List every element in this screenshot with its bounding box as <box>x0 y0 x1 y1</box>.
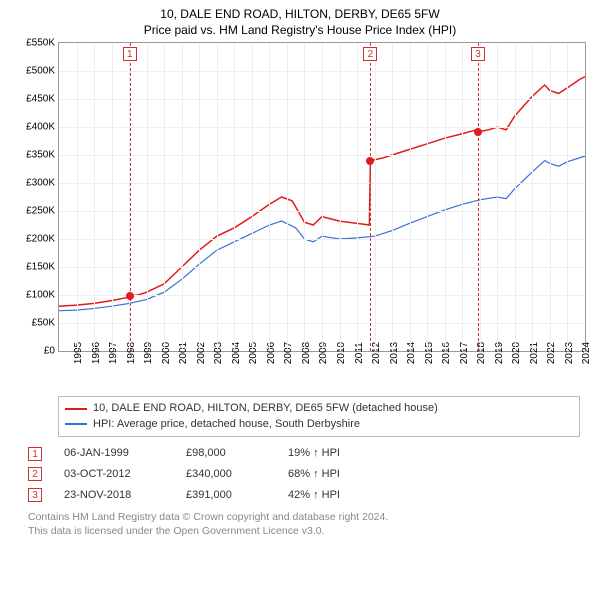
y-axis-label: £0 <box>44 346 55 357</box>
y-axis-label: £450K <box>26 94 55 105</box>
event-marker-box: 1 <box>123 47 137 61</box>
legend-label: HPI: Average price, detached house, Sout… <box>93 417 360 432</box>
event-number-box: 1 <box>28 447 42 461</box>
footer-line-1: Contains HM Land Registry data © Crown c… <box>28 510 580 524</box>
x-axis-label: 2025 <box>585 342 600 364</box>
event-vline <box>370 43 371 351</box>
legend-row: HPI: Average price, detached house, Sout… <box>65 417 573 432</box>
event-number-box: 3 <box>28 488 42 502</box>
y-axis-label: £400K <box>26 122 55 133</box>
events-table: 1 06-JAN-1999 £98,000 19% ↑ HPI 2 03-OCT… <box>28 443 580 506</box>
event-date: 23-NOV-2018 <box>64 485 164 506</box>
event-row: 2 03-OCT-2012 £340,000 68% ↑ HPI <box>28 464 580 485</box>
plot-region: £0£50K£100K£150K£200K£250K£300K£350K£400… <box>58 42 586 352</box>
event-marker-dot <box>126 292 134 300</box>
y-axis-label: £250K <box>26 206 55 217</box>
event-vline <box>130 43 131 351</box>
event-date: 03-OCT-2012 <box>64 464 164 485</box>
legend-row: 10, DALE END ROAD, HILTON, DERBY, DE65 5… <box>65 401 573 416</box>
event-price: £391,000 <box>186 485 266 506</box>
event-marker-dot <box>474 128 482 136</box>
legend-swatch <box>65 423 87 425</box>
footer-line-2: This data is licensed under the Open Gov… <box>28 524 580 538</box>
chart-title-block: 10, DALE END ROAD, HILTON, DERBY, DE65 5… <box>0 0 600 40</box>
event-price: £340,000 <box>186 464 266 485</box>
y-axis-label: £100K <box>26 290 55 301</box>
event-marker-box: 3 <box>471 47 485 61</box>
footer-attribution: Contains HM Land Registry data © Crown c… <box>28 510 580 538</box>
chart-area: £0 £50K £100K £150K £200K £250K £300K £350K £400… <box>10 42 590 392</box>
event-vline <box>478 43 479 351</box>
legend-box: 10, DALE END ROAD, HILTON, DERBY, DE65 5… <box>58 396 580 437</box>
y-axis-label: £300K <box>26 178 55 189</box>
event-marker-box: 2 <box>363 47 377 61</box>
event-number-box: 2 <box>28 467 42 481</box>
legend-label: 10, DALE END ROAD, HILTON, DERBY, DE65 5… <box>93 401 438 416</box>
event-delta: 19% ↑ HPI <box>288 443 340 464</box>
y-axis-label: £350K <box>26 150 55 161</box>
event-marker-dot <box>366 157 374 165</box>
event-row: 3 23-NOV-2018 £391,000 42% ↑ HPI <box>28 485 580 506</box>
y-axis-label: £150K <box>26 262 55 273</box>
event-date: 06-JAN-1999 <box>64 443 164 464</box>
event-row: 1 06-JAN-1999 £98,000 19% ↑ HPI <box>28 443 580 464</box>
event-delta: 68% ↑ HPI <box>288 464 340 485</box>
event-price: £98,000 <box>186 443 266 464</box>
title-line-2: Price paid vs. HM Land Registry's House … <box>10 22 590 38</box>
legend-swatch <box>65 408 87 410</box>
y-axis-label: £50K <box>32 318 55 329</box>
y-axis-label: £500K <box>26 66 55 77</box>
y-axis-label: £200K <box>26 234 55 245</box>
event-delta: 42% ↑ HPI <box>288 485 340 506</box>
y-axis-label: £550K <box>26 38 55 49</box>
title-line-1: 10, DALE END ROAD, HILTON, DERBY, DE65 5… <box>10 6 590 22</box>
